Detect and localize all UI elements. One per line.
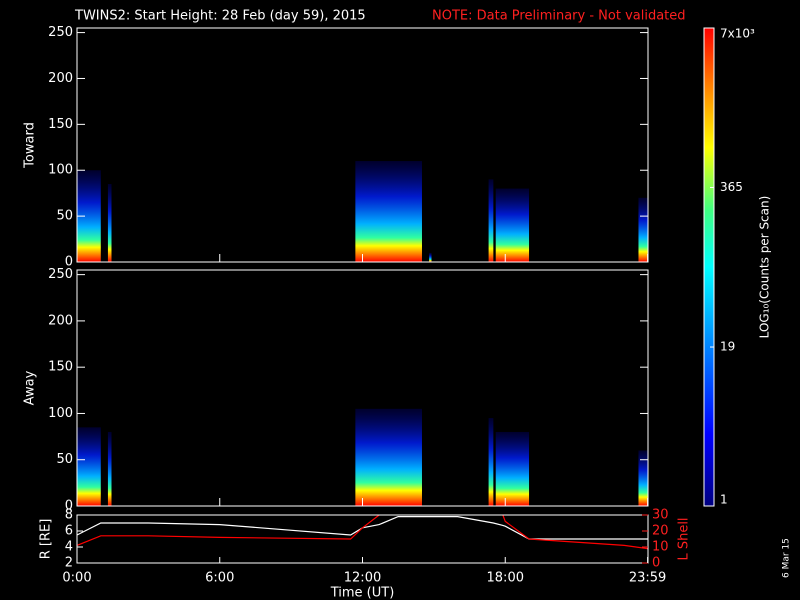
x-tick-label: 23:59 [629, 571, 666, 586]
date-stamp: 6 Mar 15 [782, 538, 792, 578]
spectrum-block [77, 427, 101, 506]
colorbar-label: LOG₁₀(Counts per Scan) [758, 196, 772, 339]
spectrum-block [495, 431, 530, 506]
y2-tick-label: 30 [652, 508, 669, 523]
colorbar-tick-label: 365 [720, 180, 743, 194]
spectrum-block [495, 188, 530, 262]
colorbar-tick-label: 1 [720, 493, 728, 507]
data-line [77, 516, 648, 540]
y-tick-label: 250 [48, 25, 73, 40]
spectrum-block [355, 408, 422, 506]
y-axis-label: Away [23, 370, 38, 405]
y-tick-label: 0 [65, 255, 73, 270]
y-tick-label: 150 [48, 117, 73, 132]
spectrum-block [77, 170, 101, 262]
x-tick-label: 0:00 [62, 571, 91, 586]
y-tick-label: 100 [48, 163, 73, 178]
y-tick-label: 100 [48, 406, 73, 421]
colorbar-tick-label: 19 [720, 340, 735, 354]
y-tick-label: 8 [65, 508, 73, 523]
colorbar [703, 27, 715, 507]
y-tick-label: 4 [65, 540, 73, 555]
x-tick-label: 12:00 [344, 571, 381, 586]
y-tick-label: 250 [48, 267, 73, 282]
y-tick-label: 50 [56, 209, 73, 224]
spectrum-block [107, 431, 112, 506]
y-axis-label: Toward [23, 122, 38, 169]
chart-title: TWINS2: Start Height: 28 Feb (day 59), 2… [74, 9, 366, 24]
spectrum-block [429, 252, 432, 262]
plot-frame [76, 27, 649, 263]
y-tick-label: 200 [48, 313, 73, 328]
y-tick-label: 0 [65, 499, 73, 514]
x-tick-label: 6:00 [205, 571, 234, 586]
y2-tick-label: 10 [652, 540, 669, 555]
x-axis-label: Time (UT) [330, 586, 395, 600]
y2-tick-label: 20 [652, 524, 669, 539]
y-tick-label: 2 [65, 556, 73, 571]
spectrum-block [488, 418, 494, 506]
data-line [77, 515, 648, 550]
y-tick-label: 50 [56, 452, 73, 467]
spectrum-block [488, 179, 494, 262]
y-tick-label: 200 [48, 71, 73, 86]
spectrum-block [638, 450, 648, 506]
spectrum-block [355, 161, 422, 262]
note: NOTE: Data Preliminary - Not validated [432, 9, 686, 24]
plot-frame [76, 269, 649, 507]
y2-axis-label: L Shell [677, 517, 692, 560]
spectrum-block [638, 197, 648, 262]
y-tick-label: 6 [65, 524, 73, 539]
x-tick-label: 18:00 [487, 571, 524, 586]
spectrum-block [107, 184, 112, 262]
colorbar-tick-label: 7x10³ [720, 27, 755, 41]
y-axis-label: R [RE] [39, 519, 54, 560]
y-tick-label: 150 [48, 360, 73, 375]
y2-tick-label: 0 [652, 556, 660, 571]
